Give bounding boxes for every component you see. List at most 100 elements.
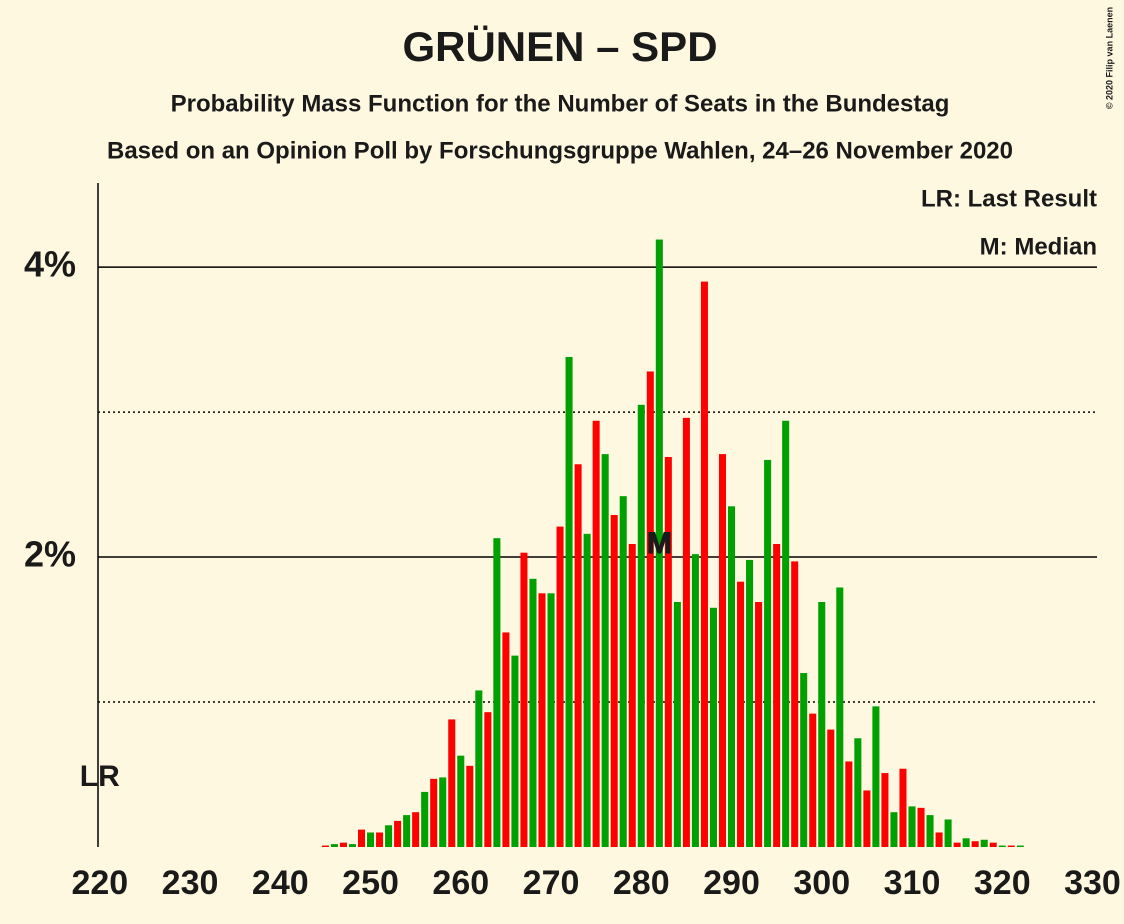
x-tick-label: 250 xyxy=(342,864,399,902)
bar xyxy=(962,838,970,847)
bar xyxy=(357,829,366,847)
legend-entry: LR: Last Result xyxy=(921,185,1097,212)
x-tick-label: 300 xyxy=(793,864,850,902)
legend-entry: M: Median xyxy=(980,233,1097,260)
bar xyxy=(818,601,826,847)
x-tick-label: 290 xyxy=(703,864,760,902)
bar xyxy=(520,552,528,847)
bar xyxy=(917,807,925,847)
bar xyxy=(367,832,375,847)
bar xyxy=(727,506,736,847)
bar xyxy=(376,832,384,847)
bar xyxy=(809,713,817,847)
bar xyxy=(646,371,654,847)
bar xyxy=(700,281,708,847)
bar xyxy=(755,601,763,847)
bar xyxy=(845,761,853,847)
bar xyxy=(773,543,781,847)
bar xyxy=(998,845,1006,847)
bar xyxy=(547,593,555,847)
bar xyxy=(782,420,790,847)
bar xyxy=(980,839,988,847)
bar xyxy=(737,581,745,847)
last-result-marker: LR xyxy=(80,760,120,793)
bar xyxy=(1007,845,1015,847)
bar xyxy=(655,239,663,847)
bar xyxy=(628,543,636,847)
bar xyxy=(439,777,447,847)
bar xyxy=(348,844,357,847)
bar xyxy=(574,464,582,847)
median-marker: M xyxy=(647,527,672,560)
bar xyxy=(872,706,880,847)
bar xyxy=(791,561,799,847)
bar xyxy=(881,773,889,847)
bar xyxy=(935,832,943,847)
x-tick-label: 310 xyxy=(884,864,941,902)
bar xyxy=(556,526,564,847)
bar xyxy=(529,578,537,847)
bar xyxy=(827,729,835,847)
chart-title: GRÜNEN – SPD xyxy=(402,23,717,70)
bar xyxy=(601,454,609,847)
bar xyxy=(890,812,898,847)
bar xyxy=(800,673,808,847)
bar xyxy=(637,404,645,847)
bar xyxy=(583,533,591,847)
bar xyxy=(619,496,627,847)
bar xyxy=(412,812,420,847)
bar xyxy=(565,356,573,847)
x-tick-label: 320 xyxy=(974,864,1031,902)
bar xyxy=(448,719,456,847)
x-tick-label: 280 xyxy=(613,864,670,902)
y-tick-label: 2% xyxy=(24,534,76,575)
x-tick-label: 270 xyxy=(523,864,580,902)
bar xyxy=(466,765,474,847)
copyright: © 2020 Filip van Laenen xyxy=(1104,7,1114,109)
bar xyxy=(836,587,844,847)
bar xyxy=(854,738,862,847)
bar xyxy=(971,841,979,847)
subtitle: Based on an Opinion Poll by Forschungsgr… xyxy=(107,137,1013,164)
bar xyxy=(718,454,727,847)
bar xyxy=(764,459,772,847)
bar xyxy=(403,815,411,847)
x-tick-label: 220 xyxy=(71,864,128,902)
bar xyxy=(430,778,438,847)
subtitle: Probability Mass Function for the Number… xyxy=(171,90,950,117)
bar xyxy=(899,768,907,847)
bar xyxy=(746,559,754,847)
bar xyxy=(1016,845,1024,847)
bar xyxy=(394,820,402,847)
bar xyxy=(610,515,618,847)
bar xyxy=(385,825,393,847)
x-tick-label: 240 xyxy=(252,864,309,902)
bar xyxy=(673,601,681,847)
y-tick-label: 4% xyxy=(24,244,76,285)
bar xyxy=(691,554,699,847)
bar xyxy=(502,632,510,847)
x-tick-label: 230 xyxy=(162,864,219,902)
bar xyxy=(484,712,492,847)
bar xyxy=(511,655,519,847)
bar xyxy=(493,538,501,847)
bar xyxy=(926,815,934,847)
bar xyxy=(321,845,329,847)
bar xyxy=(475,690,483,847)
bar xyxy=(664,457,672,847)
x-tick-label: 260 xyxy=(432,864,489,902)
bar xyxy=(863,790,871,847)
x-tick-label: 330 xyxy=(1064,864,1121,902)
bar xyxy=(330,844,338,847)
bar xyxy=(421,791,429,847)
bar xyxy=(592,420,600,847)
bar xyxy=(538,593,546,847)
bar xyxy=(944,819,952,847)
bar xyxy=(682,417,690,847)
bar xyxy=(989,842,997,847)
bar xyxy=(709,607,717,847)
bar xyxy=(457,755,465,847)
bar xyxy=(953,842,961,847)
bar xyxy=(339,842,347,847)
